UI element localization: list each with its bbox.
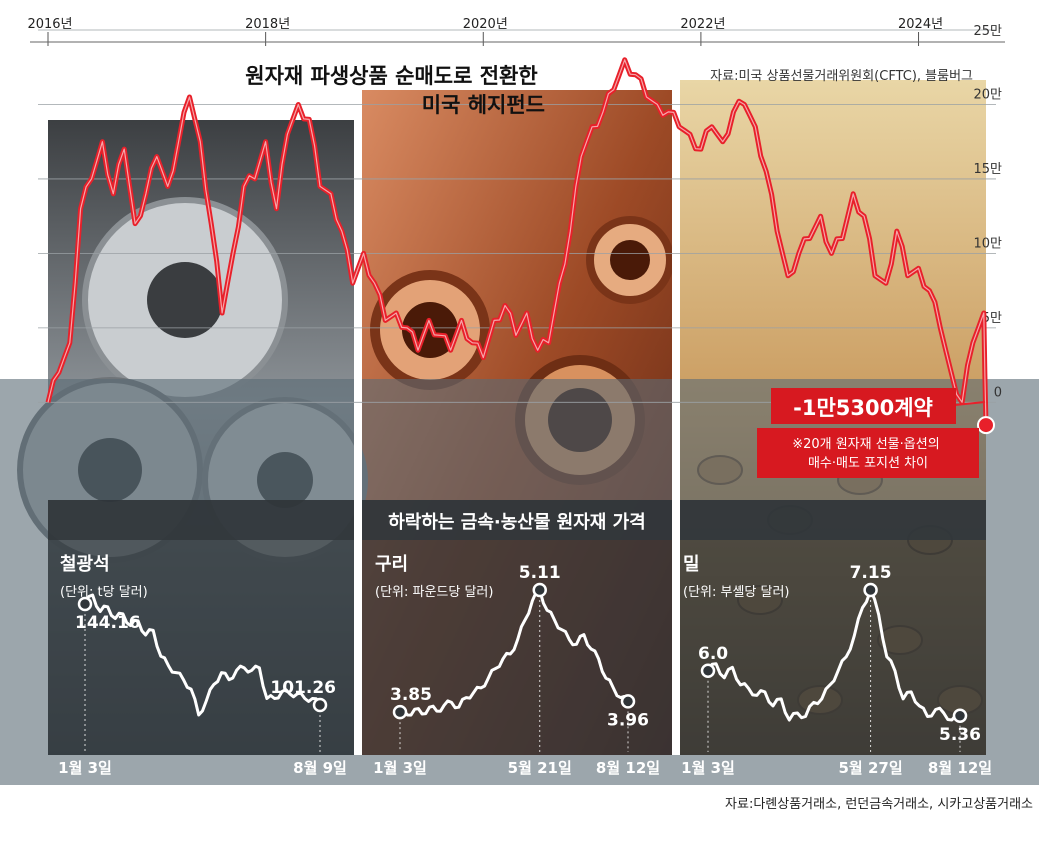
- panel-line: [399, 588, 630, 717]
- main-series-line-outline: [47, 59, 987, 426]
- marker-label: 101.26: [270, 678, 336, 698]
- callout-note-line-1: ※20개 원자재 선물·옵션의: [792, 437, 939, 452]
- price-panels: 철광석 (단위: t당 달러) 144.16 101.26 1월 3일 8월 9일 구리 (단…: [58, 554, 992, 777]
- main-series-end-point: [977, 416, 995, 435]
- main-title-line-1: 원자재 파생상품 순매도로 전환한: [245, 64, 537, 88]
- footer-area: [0, 785, 1039, 864]
- marker-point: [77, 596, 93, 612]
- panel-x-label: 8월 12일: [928, 759, 992, 777]
- main-chart-source: 자료:미국 상품선물거래위원회(CFTC), 블룸버그: [710, 69, 973, 84]
- marker-point: [620, 694, 636, 709]
- marker-point: [532, 582, 547, 598]
- marker-point: [863, 582, 878, 598]
- marker-point: [312, 697, 328, 713]
- marker-label: 144.16: [75, 613, 141, 633]
- marker-point: [392, 704, 408, 720]
- marker-point: [952, 708, 968, 724]
- panel-overlay-copper: [362, 540, 672, 755]
- panel-x-label: 5월 27일: [839, 759, 903, 777]
- x-tick-label: 2018년: [245, 17, 290, 32]
- marker-label: 5.11: [519, 563, 561, 583]
- panel-2: 밀 (단위: 부셸당 달러) 6.0 7.15 5.36 1월 3일 5월 27일 8월 12…: [681, 554, 992, 777]
- panel-overlay-iron: [48, 540, 354, 755]
- panel-unit: (단위: 부셸당 달러): [683, 585, 790, 600]
- callout-connector: [954, 401, 986, 406]
- callout-note-line-2: 매수·매도 포지션 차이: [808, 456, 928, 471]
- panel-x-label: 1월 3일: [58, 759, 112, 777]
- callout-box: [771, 388, 956, 424]
- marker-label: 5.36: [939, 725, 981, 745]
- panel-unit: (단위: t당 달러): [60, 585, 148, 600]
- panel-x-label: 8월 12일: [596, 759, 660, 777]
- panel-x-label: 5월 21일: [508, 759, 572, 777]
- x-tick-label: 2022년: [680, 17, 725, 32]
- panel-x-label: 1월 3일: [681, 759, 735, 777]
- marker-label: 3.96: [607, 710, 649, 730]
- panel-unit: (단위: 파운드당 달러): [375, 585, 493, 600]
- callout-note: ※20개 원자재 선물·옵션의 매수·매도 포지션 차이: [792, 437, 944, 471]
- x-tick-label: 2020년: [463, 17, 508, 32]
- x-tick-label: 2016년: [27, 17, 72, 32]
- lower-chart-title: 하락하는 금속·농산물 원자재 가격: [388, 512, 645, 533]
- panel-overlay-wheat: [680, 540, 986, 755]
- panel-line: [706, 588, 961, 722]
- panel-name: 밀: [683, 554, 700, 575]
- main-chart-title: 원자재 파생상품 순매도로 전환한 미국 헤지펀드: [245, 64, 545, 117]
- panel-separator-2: [672, 110, 680, 755]
- y-tick-label: 5만: [982, 311, 1002, 326]
- y-tick-label: 15만: [973, 162, 1002, 177]
- y-tick-label: 20만: [973, 87, 1002, 102]
- panel-name: 철광석: [60, 554, 110, 575]
- y-tick-label: 0: [994, 385, 1002, 400]
- lower-chart-source: 자료:다롄상품거래소, 런던금속거래소, 시카고상품거래소: [725, 797, 1033, 812]
- marker-point: [700, 663, 716, 679]
- panel-0: 철광석 (단위: t당 달러) 144.16 101.26 1월 3일 8월 9일: [58, 554, 347, 777]
- callout-note-box: [757, 428, 979, 478]
- x-axis: 2016년 2018년 2020년 2022년 2024년: [27, 17, 1005, 46]
- panel-name: 구리: [375, 554, 408, 575]
- main-title-line-2: 미국 헤지펀드: [422, 93, 545, 117]
- x-tick-label: 2024년: [898, 17, 943, 32]
- annotation-callout: -1만5300계약 ※20개 원자재 선물·옵션의 매수·매도 포지션 차이: [757, 388, 986, 478]
- y-axis: 0 5만 10만 15만 20만 25만: [973, 24, 1002, 400]
- y-tick-label: 25만: [973, 24, 1002, 39]
- marker-label: 7.15: [850, 563, 892, 583]
- marker-label: 3.85: [390, 685, 432, 705]
- panel-1: 구리 (단위: 파운드당 달러) 3.85 5.11 3.96 1월 3일 5월 21일 8월…: [373, 554, 660, 777]
- marker-label: 6.0: [698, 644, 728, 664]
- panel-x-label: 8월 9일: [293, 759, 347, 777]
- subtitle-bar: [48, 500, 986, 540]
- panel-x-label: 1월 3일: [373, 759, 427, 777]
- panel-separator-1: [354, 110, 362, 755]
- panel-line: [83, 593, 322, 717]
- y-tick-label: 10만: [973, 236, 1002, 251]
- callout-value: -1만5300계약: [793, 396, 933, 420]
